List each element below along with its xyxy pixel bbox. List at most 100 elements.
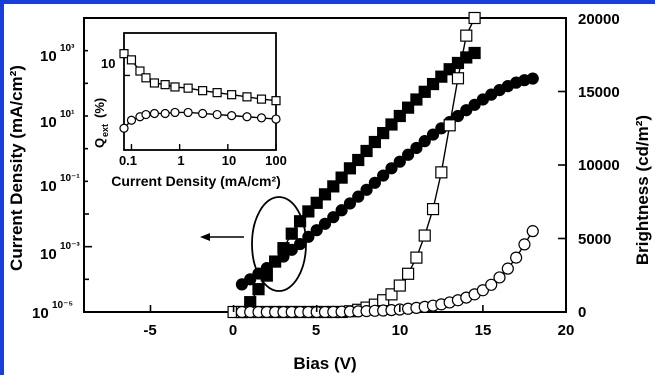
current-filled-circle-point	[343, 197, 357, 210]
inset-open-square-point	[227, 90, 237, 100]
inset-open-square-point	[119, 49, 129, 59]
current-filled-circle-point	[385, 162, 398, 175]
y-left-tick-label: 10 10³	[40, 43, 75, 65]
current-filled-circle-point	[451, 109, 465, 123]
inset-open-square-point	[170, 82, 180, 92]
current-filled-circle-point	[526, 72, 539, 85]
y-right-tick-label: 15000	[578, 84, 620, 101]
y-right-tick-label: 0	[578, 304, 586, 321]
x-tick-label: 10	[392, 322, 409, 339]
current-filled-circle-point	[310, 224, 323, 237]
svg-text:10: 10	[32, 305, 49, 322]
inset-plot-frame	[123, 32, 277, 151]
current-filled-square-point	[252, 283, 265, 296]
inset-open-circle-point	[149, 108, 160, 119]
brightness-open-square-point	[385, 288, 398, 301]
brightness-open-square-point	[460, 29, 473, 42]
inset-open-square-point	[183, 83, 193, 93]
inset-open-circle-point	[242, 112, 252, 122]
brightness-open-circle-point	[501, 262, 514, 275]
x-tick-label: 5	[312, 322, 320, 339]
inset-open-square-point	[135, 66, 145, 76]
inset-open-square-point	[149, 78, 160, 88]
svg-text:10⁻³: 10⁻³	[60, 241, 80, 252]
inset-open-circle-point	[227, 111, 237, 121]
inset-open-circle-point	[119, 123, 129, 133]
brightness-open-square-point	[435, 166, 448, 179]
y-right-axis-label: Brightness (cd/m²)	[633, 115, 652, 265]
current-filled-circle-point	[327, 211, 340, 224]
inset-open-square-point	[242, 92, 252, 102]
svg-text:10: 10	[40, 246, 57, 263]
inset-open-circle-point	[183, 107, 193, 118]
current-filled-circle-point	[410, 141, 423, 155]
brightness-open-circle-point	[526, 225, 539, 238]
current-filled-circle-point	[368, 176, 381, 189]
inset-y-axis-label: Q ext (%)	[92, 98, 110, 148]
brightness-open-square-point	[410, 251, 423, 264]
inset-open-square-point	[212, 88, 222, 98]
brightness-open-square-point	[402, 267, 415, 280]
current-filled-square-point	[402, 101, 415, 114]
y-left-tick-label: 10 10⁻³	[40, 241, 80, 263]
inset-open-circle-point	[170, 107, 180, 118]
current-filled-circle-point	[360, 183, 373, 196]
current-filled-square-point	[393, 109, 406, 123]
brightness-open-square-point	[418, 229, 431, 242]
inset-open-circle-point	[198, 108, 208, 119]
brightness-open-circle-point	[493, 271, 506, 284]
x-tick-label: 0	[229, 322, 237, 339]
current-filled-square-point	[318, 188, 332, 201]
inset-open-square-point	[141, 73, 151, 83]
current-filled-square-point	[360, 144, 373, 158]
brightness-open-square-point	[451, 72, 465, 85]
current-filled-circle-point	[244, 273, 257, 286]
inset-open-circle-point	[160, 108, 170, 119]
current-filled-square-point	[410, 93, 423, 106]
current-filled-circle-point	[393, 155, 406, 168]
inset-panel: 0.1 1 10 100 10 Q ext (%) Current Densit…	[88, 22, 310, 192]
inset-open-circle-point	[256, 113, 267, 123]
y-right-tick-label: 5000	[578, 231, 611, 248]
current-filled-square-point	[377, 126, 390, 140]
inset-y-tick-label: 10	[101, 56, 115, 71]
current-filled-circle-point	[352, 190, 365, 203]
current-filled-circle-point	[277, 250, 290, 263]
brightness-open-square-point	[393, 279, 406, 292]
current-filled-circle-point	[402, 148, 415, 161]
brightness-open-circle-point	[518, 238, 531, 251]
inset-open-square-point	[198, 86, 208, 96]
current-filled-square-point	[285, 227, 298, 240]
inset-x-tick-label: 100	[265, 153, 287, 168]
current-filled-square-point	[468, 46, 481, 60]
brightness-open-square-point	[426, 203, 440, 216]
svg-text:10: 10	[40, 114, 57, 131]
inset-open-circle-point	[141, 109, 151, 120]
svg-text:10: 10	[40, 178, 57, 195]
inset-x-tick-label: 0.1	[119, 153, 137, 168]
current-filled-circle-point	[377, 169, 390, 182]
svg-text:10¹: 10¹	[60, 109, 75, 120]
current-filled-square-point	[327, 180, 340, 193]
inset-open-circle-point	[126, 115, 137, 125]
current-filled-square-point	[352, 153, 365, 167]
current-filled-circle-point	[418, 135, 431, 148]
y-right-tick-label: 20000	[578, 11, 620, 28]
current-filled-square-point	[335, 171, 348, 184]
svg-text:(%): (%)	[92, 98, 107, 118]
current-filled-circle-point	[335, 204, 348, 217]
x-tick-label: 20	[558, 322, 575, 339]
current-filled-square-point	[435, 70, 448, 83]
svg-text:10: 10	[40, 48, 57, 65]
svg-text:ext: ext	[100, 124, 110, 137]
x-axis-label: Bias (V)	[293, 354, 356, 373]
y-left-tick-label: 10 10⁻⁵	[32, 300, 73, 322]
current-filled-circle-point	[285, 243, 298, 256]
current-filled-square-point	[368, 135, 381, 149]
current-filled-square-point	[310, 196, 323, 209]
current-filled-square-point	[343, 162, 357, 175]
y-left-tick-label: 10 10¹	[40, 109, 75, 131]
brightness-open-circle-point	[510, 251, 523, 264]
brightness-open-circle-point	[485, 278, 498, 291]
